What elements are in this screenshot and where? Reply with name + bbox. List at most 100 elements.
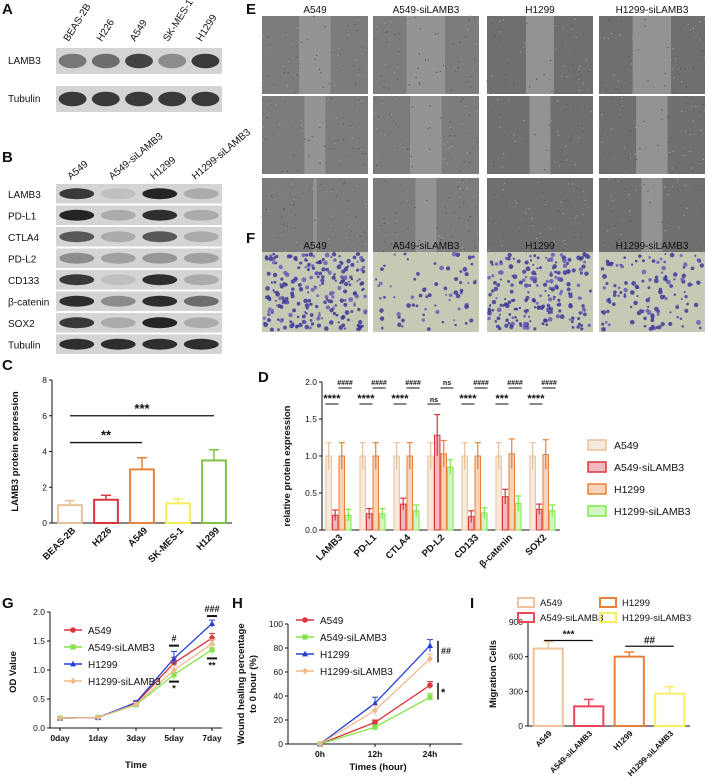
stained-cell (489, 260, 494, 264)
stained-cell (611, 261, 614, 265)
stained-cell (631, 281, 637, 286)
cell-speck (390, 21, 392, 23)
cell-speck (302, 130, 304, 132)
stained-cell (311, 264, 315, 268)
cell-speck (278, 236, 280, 239)
cell-speck (336, 139, 339, 141)
cell-speck (386, 31, 388, 33)
cell-speck (315, 144, 318, 146)
cell-speck (394, 145, 396, 147)
sig-label: # (171, 634, 176, 644)
stained-cell (529, 320, 532, 323)
stained-cell (507, 252, 512, 258)
cell-speck (459, 196, 461, 199)
stained-cell (536, 267, 539, 270)
lane-label-b-h1299: H1299 (149, 155, 179, 183)
legend-label: A549 (88, 626, 112, 637)
cell-speck (546, 27, 549, 30)
stained-cell (583, 260, 587, 264)
stained-cell (354, 294, 360, 299)
stained-cell (361, 269, 366, 274)
stained-cell (602, 274, 607, 279)
stained-cell (577, 316, 581, 321)
x-tick-label: H226 (90, 525, 114, 549)
cell-speck (614, 226, 617, 228)
cell-speck (466, 81, 468, 83)
cell-speck (408, 84, 411, 86)
cell-speck (540, 172, 543, 175)
stained-cell (650, 315, 655, 320)
cell-speck (545, 26, 547, 28)
cell-speck (659, 185, 661, 188)
stained-cell (278, 264, 283, 270)
cell-speck (571, 183, 574, 185)
cell-speck (376, 159, 379, 161)
stained-cell (669, 252, 675, 258)
y-tick-label: 900 (509, 617, 523, 627)
cell-speck (565, 145, 567, 147)
y-tick-label: 40 (274, 691, 284, 701)
cell-speck (634, 153, 636, 156)
stained-cell (317, 260, 321, 265)
cell-speck (465, 24, 467, 26)
cell-speck (586, 89, 589, 92)
stained-cell (403, 252, 407, 256)
cell-speck (384, 134, 386, 136)
cell-speck (472, 69, 475, 72)
blot-b-pd-l2-band (142, 252, 178, 264)
cell-speck (427, 99, 430, 101)
stained-cell (279, 284, 284, 289)
cell-speck (526, 22, 528, 24)
stained-cell (265, 295, 269, 300)
cell-speck (381, 102, 383, 105)
stained-cell (557, 298, 561, 302)
cell-speck (294, 213, 297, 216)
cell-speck (339, 160, 341, 162)
panel-d-label: D (258, 369, 269, 386)
marker-diamond (70, 677, 76, 685)
cell-speck (695, 185, 697, 187)
stained-cell (292, 308, 297, 313)
stained-cell (550, 252, 556, 257)
stained-cell (361, 288, 364, 292)
stained-cell (577, 296, 582, 300)
blot-b-cd133-band (142, 274, 178, 286)
cell-speck (293, 201, 296, 204)
stained-cell (329, 308, 334, 313)
cell-speck (552, 223, 554, 225)
cell-speck (418, 240, 421, 242)
blot-b-lamb3-band (100, 188, 136, 200)
stained-cell (522, 269, 527, 274)
cell-speck (685, 102, 687, 105)
stained-cell (513, 307, 517, 311)
cell-speck (351, 223, 353, 225)
sig-label-upper: #### (337, 380, 353, 387)
stained-cell (356, 268, 360, 272)
stained-cell (524, 275, 528, 279)
cell-speck (407, 228, 409, 230)
cell-speck (575, 36, 577, 39)
stained-cell (605, 259, 610, 264)
blot-row-label-b-lamb3: LAMB3 (8, 190, 41, 201)
cell-speck (397, 66, 399, 69)
cell-speck (612, 210, 614, 212)
cell-speck (442, 64, 445, 67)
cell-speck (667, 141, 669, 144)
cell-speck (445, 212, 448, 215)
cell-speck (429, 148, 431, 151)
stained-cell (264, 256, 269, 261)
bar-sk-mes-1 (165, 502, 191, 524)
stained-cell (548, 306, 552, 310)
stained-cell (568, 303, 573, 309)
stained-cell (352, 255, 357, 260)
cell-speck (286, 86, 288, 88)
stained-cell (529, 254, 532, 258)
blot-a-tubulin-band (91, 91, 120, 107)
stained-cell (647, 286, 651, 290)
cell-speck (282, 65, 284, 68)
y-tick-label: 0.0 (305, 525, 317, 535)
cell-speck (562, 248, 564, 251)
stained-cell (629, 305, 633, 309)
cell-speck (600, 82, 603, 85)
